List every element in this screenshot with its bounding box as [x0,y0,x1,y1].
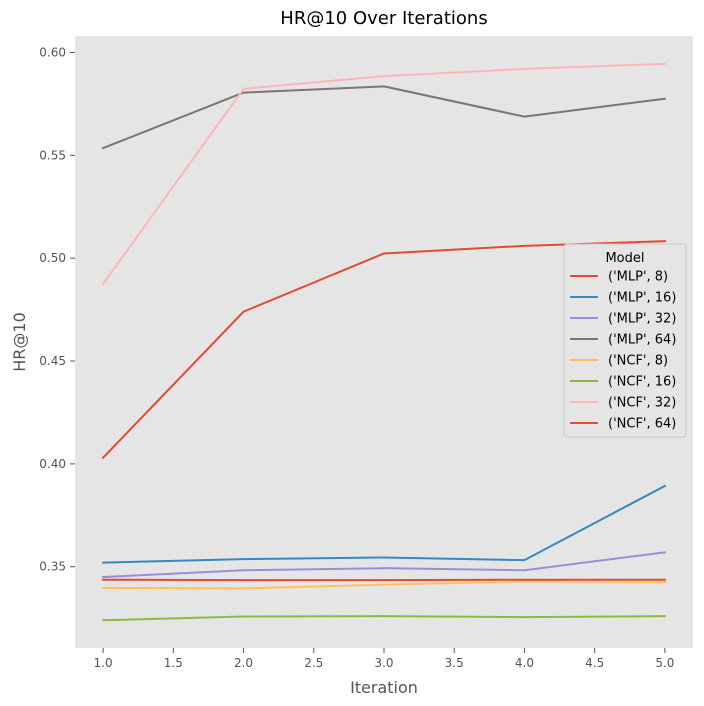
legend-label: ('NCF', 16) [608,375,676,390]
y-tick-label: 0.45 [39,354,66,368]
x-tick-label: 1.5 [164,656,183,670]
legend-label: ('MLP', 64) [608,333,676,348]
legend-box [563,243,687,438]
legend-label: ('NCF', 32) [608,396,676,411]
legend-label: ('MLP', 8) [608,270,668,285]
x-tick-label: 4.0 [515,656,534,670]
x-tick-label: 2.0 [234,656,253,670]
x-tick-label: 2.5 [304,656,323,670]
x-axis-label: Iteration [350,678,418,697]
series-line [102,615,666,622]
chart-title: HR@10 Over Iterations [280,8,487,29]
x-tick-label: 5.0 [655,656,674,670]
y-tick-label: 0.50 [39,251,66,265]
series-line [101,85,667,150]
x-tick-label: 1.0 [94,656,113,670]
y-tick-label: 0.40 [39,457,66,471]
legend-items: ('MLP', 8) ('MLP', 16) ('MLP', 32) ('MLP', … [570,270,676,432]
x-tick-label: 3.5 [445,656,464,670]
x-axis-ticks: 1.0 1.5 2.0 2.5 3.0 3.5 4.0 4.5 5.0 [94,648,674,670]
legend: Model ('MLP', 8)('MLP', 16)('MLP', 32)('… [563,243,687,438]
series-line [102,484,667,564]
y-tick-label: 0.55 [39,148,66,162]
x-tick-label: 3.0 [374,656,393,670]
y-tick-label: 0.60 [39,45,66,59]
series-line [101,62,666,286]
x-tick-label: 4.5 [585,656,604,670]
y-axis-ticks: 0.35 0.40 0.45 0.50 0.55 0.60 [39,45,75,574]
legend-label: ('MLP', 16) [608,291,676,306]
legend-label: ('NCF', 8) [608,354,668,369]
legend-label: ('NCF', 64) [608,417,676,432]
y-tick-label: 0.35 [39,560,66,574]
series-line [102,580,666,590]
series-line [102,551,667,579]
y-axis-label: HR@10 [10,312,29,372]
legend-label: ('MLP', 32) [608,312,676,327]
legend-title: Model [605,251,644,266]
